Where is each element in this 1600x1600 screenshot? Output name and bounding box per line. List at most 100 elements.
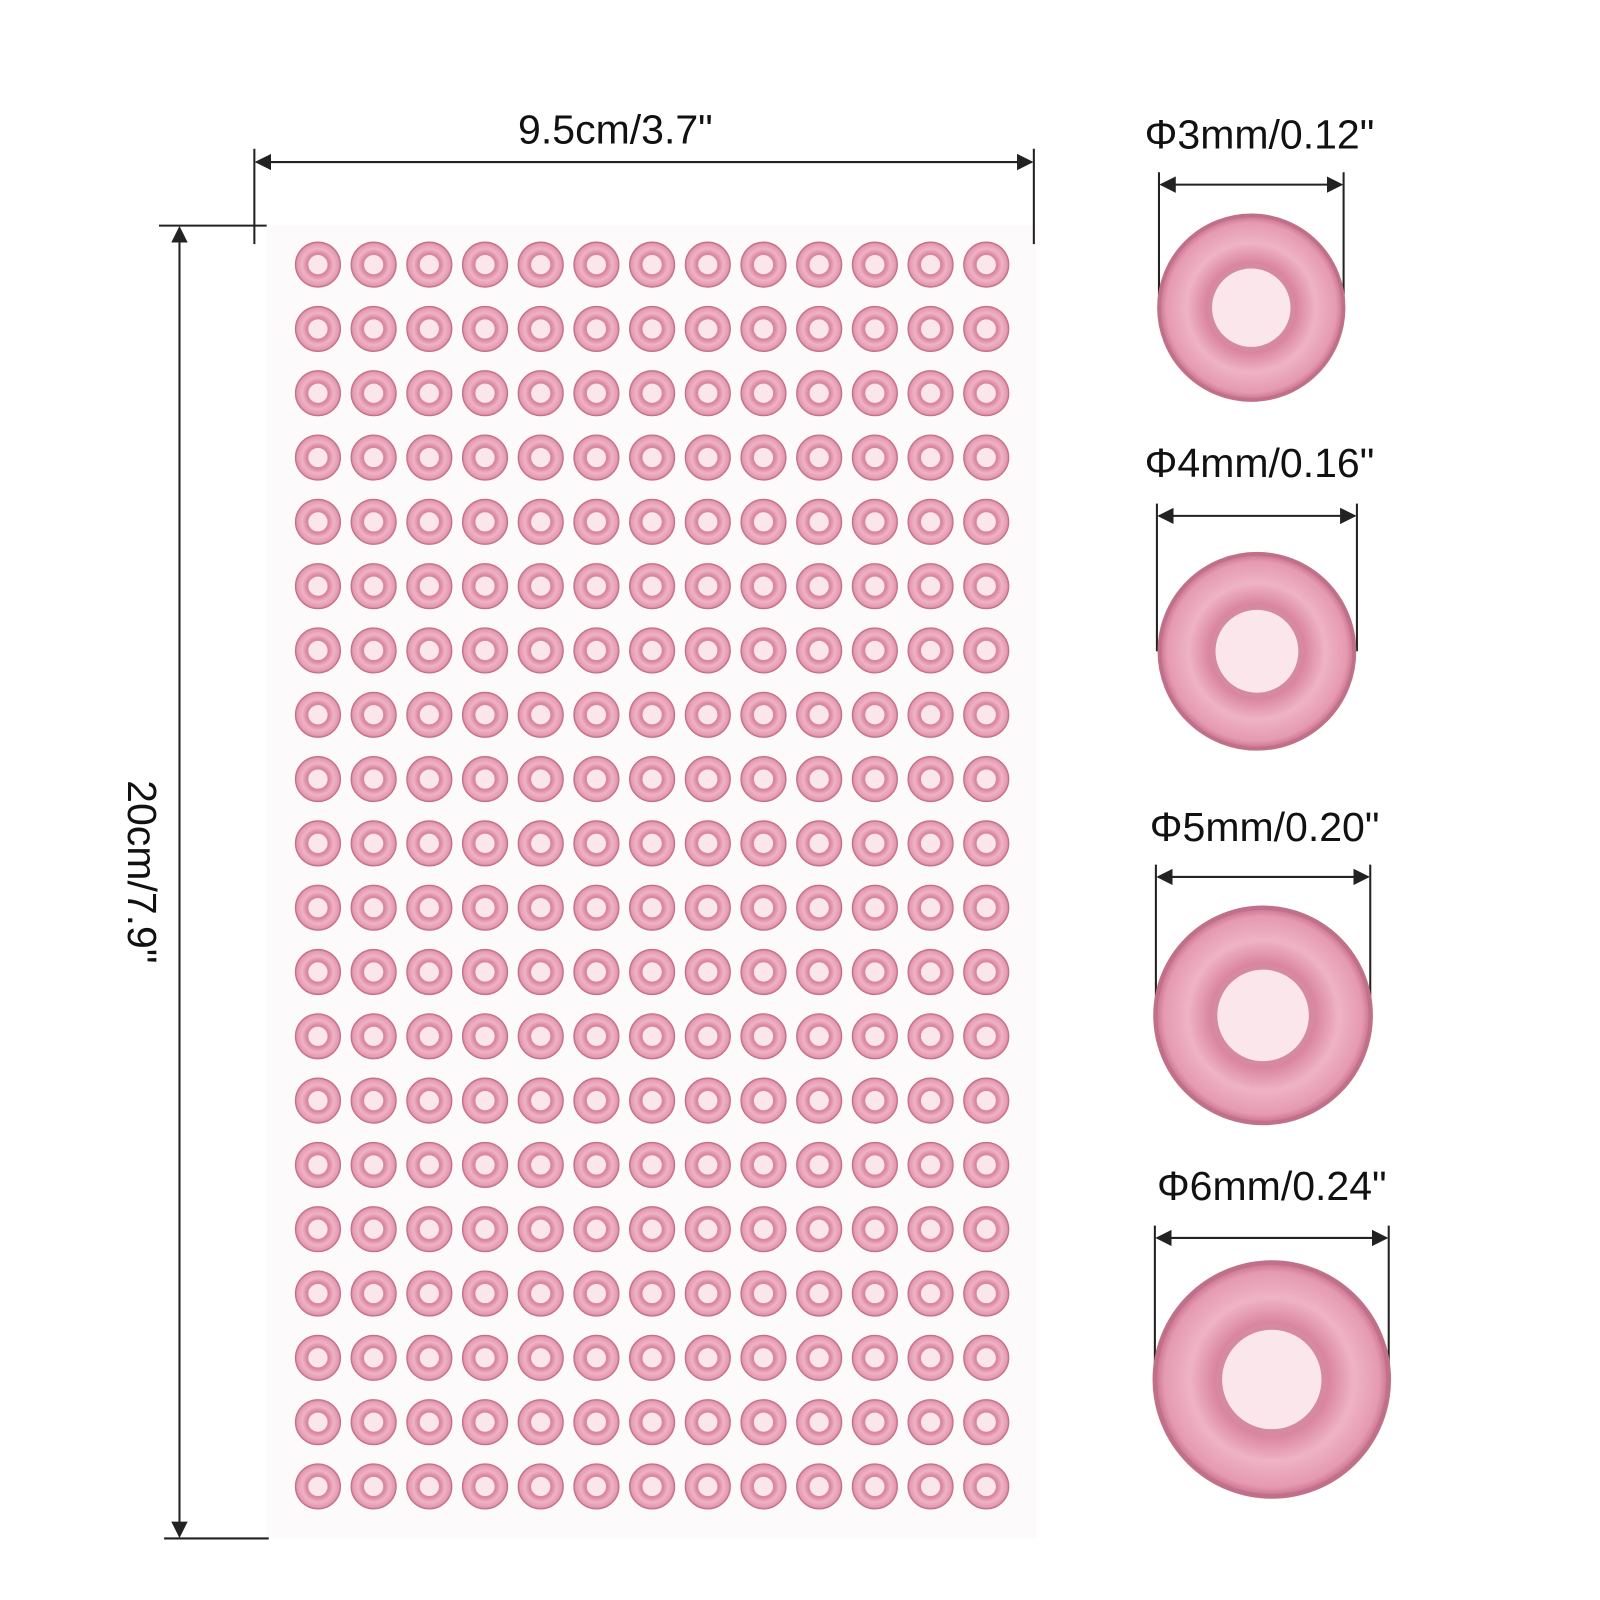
- rhinestone: [629, 1334, 676, 1381]
- rhinestone: [517, 691, 564, 738]
- rhinestone: [963, 434, 1010, 481]
- gem-table: [697, 318, 719, 340]
- rhinestone: [294, 1013, 342, 1060]
- rhinestone: [294, 1399, 342, 1446]
- rhinestone: [796, 1206, 843, 1253]
- rhinestone: [1157, 551, 1357, 751]
- gem-table: [919, 896, 942, 919]
- gem-table: [307, 511, 329, 533]
- gem-table: [808, 1347, 830, 1369]
- gem-table: [418, 1347, 441, 1369]
- rhinestone: [740, 948, 787, 996]
- gem-table: [362, 318, 385, 340]
- rhinestone: [294, 434, 342, 481]
- rhinestone: [740, 498, 787, 545]
- rhinestone: [907, 1463, 954, 1510]
- gem-table: [641, 1025, 663, 1048]
- gem-table: [752, 1089, 775, 1112]
- gem-table: [919, 768, 942, 790]
- size-samples: Φ3mm/0.12" Φ4mm/0.16" Φ5mm/0.20" Φ6mm/0.24": [1145, 112, 1392, 1499]
- gem-table: [307, 1025, 329, 1048]
- rhinestone: [796, 498, 843, 545]
- rhinestone: [684, 691, 731, 738]
- gem-table: [641, 511, 663, 533]
- gem-table: [529, 768, 552, 790]
- rhinestone: [517, 1206, 564, 1253]
- rhinestone: [796, 820, 843, 867]
- gem-table: [307, 575, 329, 597]
- gem-table: [307, 704, 329, 726]
- gem-table: [975, 896, 997, 919]
- gem-table: [975, 1347, 997, 1369]
- rhinestone: [629, 1077, 676, 1124]
- gem-table: [975, 253, 997, 276]
- rhinestone: [629, 1463, 676, 1510]
- gem-table: [752, 1154, 775, 1176]
- gem-table: [919, 446, 942, 469]
- gem-table: [808, 253, 830, 276]
- gem-table: [641, 1411, 663, 1433]
- gem-table: [808, 1282, 830, 1305]
- rhinestone: [796, 948, 843, 996]
- gem-table: [418, 961, 441, 983]
- gem-table: [864, 1025, 886, 1048]
- gem-table: [585, 704, 608, 726]
- gem-table: [362, 511, 385, 533]
- rhinestone: [629, 1206, 676, 1253]
- rhinestone: [684, 1334, 731, 1381]
- rhinestone: [406, 241, 453, 288]
- rhinestone: [294, 884, 342, 931]
- gem-table: [585, 639, 608, 662]
- gem-table: [418, 318, 441, 340]
- gem-table: [641, 382, 663, 404]
- rhinestone: [907, 1013, 954, 1060]
- gem-table: [418, 1282, 441, 1305]
- gem-table: [641, 253, 663, 276]
- rhinestone: [851, 434, 898, 481]
- rhinestone: [851, 305, 898, 353]
- gem-table: [808, 639, 830, 662]
- gem-table: [362, 382, 385, 404]
- rhinestone: [461, 241, 509, 288]
- gem-table: [641, 1347, 663, 1369]
- rhinestone: [294, 1206, 342, 1253]
- rhinestone: [573, 1399, 620, 1446]
- size-label: Φ3mm/0.12": [1145, 112, 1375, 158]
- rhinestone: [684, 1141, 731, 1189]
- gem-table: [919, 1411, 942, 1433]
- rhinestone: [907, 434, 954, 481]
- gem-table: [752, 896, 775, 919]
- gem-table: [307, 446, 329, 469]
- rhinestone: [851, 627, 898, 674]
- gem-table: [585, 511, 608, 533]
- rhinestone: [851, 755, 898, 803]
- gem-table: [529, 1411, 552, 1433]
- rhinestone: [963, 498, 1010, 545]
- gem-table: [697, 1282, 719, 1305]
- rhinestone: [461, 1463, 509, 1510]
- gem-table: [919, 253, 942, 276]
- rhinestone: [963, 691, 1010, 738]
- rhinestone: [1153, 905, 1373, 1126]
- gem-table: [864, 1475, 886, 1498]
- gem-table: [307, 382, 329, 404]
- gem-table: [975, 1025, 997, 1048]
- gem-table: [808, 382, 830, 404]
- rhinestone: [573, 241, 620, 288]
- rhinestone: [740, 755, 787, 803]
- rhinestone-grid: [294, 241, 1010, 1510]
- gem-table: [307, 832, 329, 855]
- size-label: Φ4mm/0.16": [1145, 440, 1375, 486]
- gem-table: [808, 1218, 830, 1240]
- rhinestone: [461, 498, 509, 545]
- rhinestone: [963, 1334, 1010, 1381]
- rhinestone: [851, 1463, 898, 1510]
- gem-table: [919, 1347, 942, 1369]
- gem-table: [529, 639, 552, 662]
- gem-table: [919, 318, 942, 340]
- gem-table: [418, 446, 441, 469]
- rhinestone: [907, 1334, 954, 1381]
- gem-table: [752, 1282, 775, 1305]
- gem-table: [362, 1025, 385, 1048]
- height-label: 20cm/7.9": [119, 780, 165, 963]
